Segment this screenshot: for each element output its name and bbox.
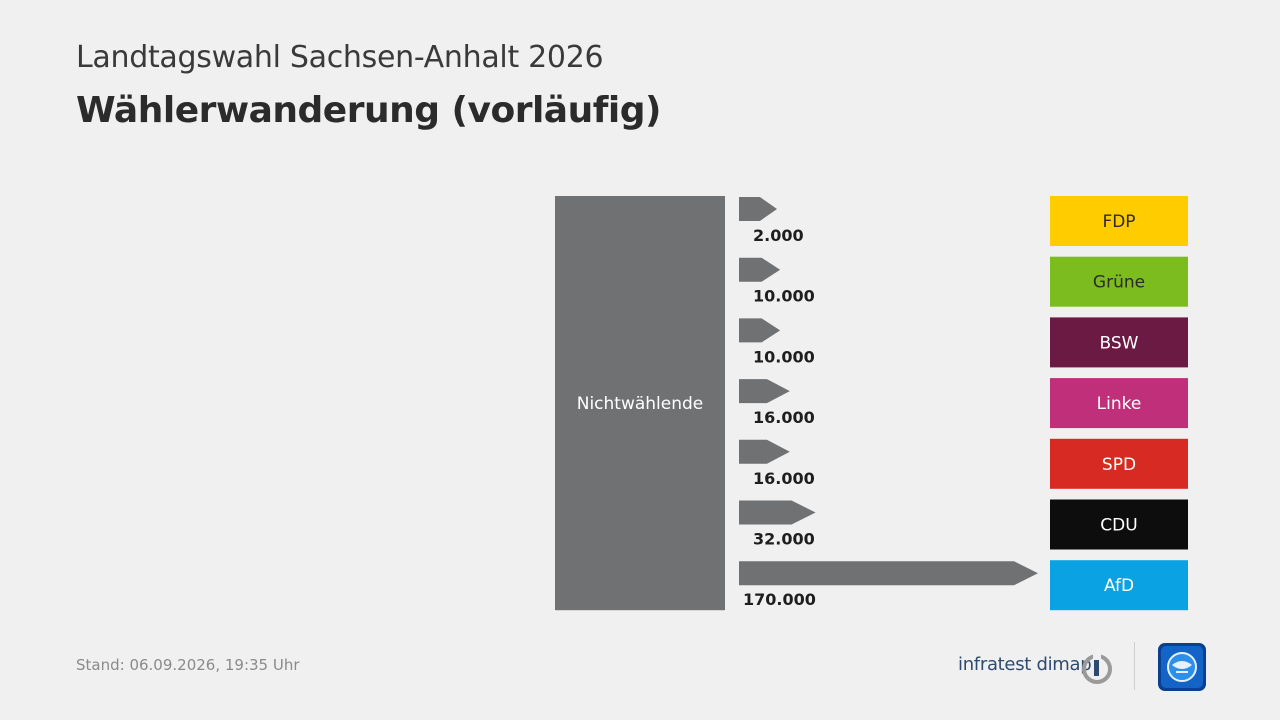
- footer-divider: [1134, 642, 1135, 690]
- party-label: AfD: [1104, 576, 1134, 596]
- brand-name: infratest dimap: [958, 654, 1092, 675]
- party-label: CDU: [1100, 516, 1137, 536]
- party-label: Linke: [1097, 394, 1142, 414]
- party-label: SPD: [1102, 455, 1136, 475]
- value-label: 16.000: [753, 469, 815, 488]
- party-box: [1050, 560, 1188, 611]
- timestamp-label: Stand: 06.09.2026, 19:35 Uhr: [76, 656, 300, 674]
- party-box: [1050, 499, 1188, 550]
- voter-migration-chart: Nichtwählende 2.000 FDP 10.000 Grüne 10.000 BS…: [555, 196, 1188, 611]
- flow-arrow: [739, 500, 816, 525]
- flow-arrow: [739, 257, 781, 282]
- value-label: 16.000: [753, 408, 815, 427]
- party-box: [1050, 438, 1188, 489]
- flow-arrow: [739, 379, 790, 404]
- party-box: [1050, 378, 1188, 429]
- party-label: FDP: [1102, 212, 1135, 232]
- value-label: 170.000: [743, 590, 816, 609]
- party-label: Grüne: [1093, 273, 1145, 293]
- value-label: 10.000: [753, 287, 815, 306]
- source-block: [555, 196, 725, 611]
- flow-arrow: [739, 197, 777, 221]
- flow-arrow: [739, 318, 781, 343]
- infratest-dimap-logo-icon: [1082, 652, 1112, 684]
- tagesschau-logo-icon: [1158, 643, 1206, 691]
- chart-title: Wählerwanderung (vorläufig): [76, 90, 661, 131]
- flow-arrow: [739, 439, 790, 464]
- party-box: [1050, 317, 1188, 368]
- party-box: [1050, 256, 1188, 307]
- party-label: BSW: [1100, 333, 1139, 353]
- flow-arrow: [739, 561, 1038, 586]
- source-label: Nichtwählende: [577, 394, 704, 414]
- value-label: 10.000: [753, 347, 815, 366]
- value-label: 2.000: [753, 226, 804, 245]
- party-box: [1050, 196, 1188, 246]
- value-label: 32.000: [753, 530, 815, 549]
- chart-supertitle: Landtagswahl Sachsen-Anhalt 2026: [76, 40, 604, 75]
